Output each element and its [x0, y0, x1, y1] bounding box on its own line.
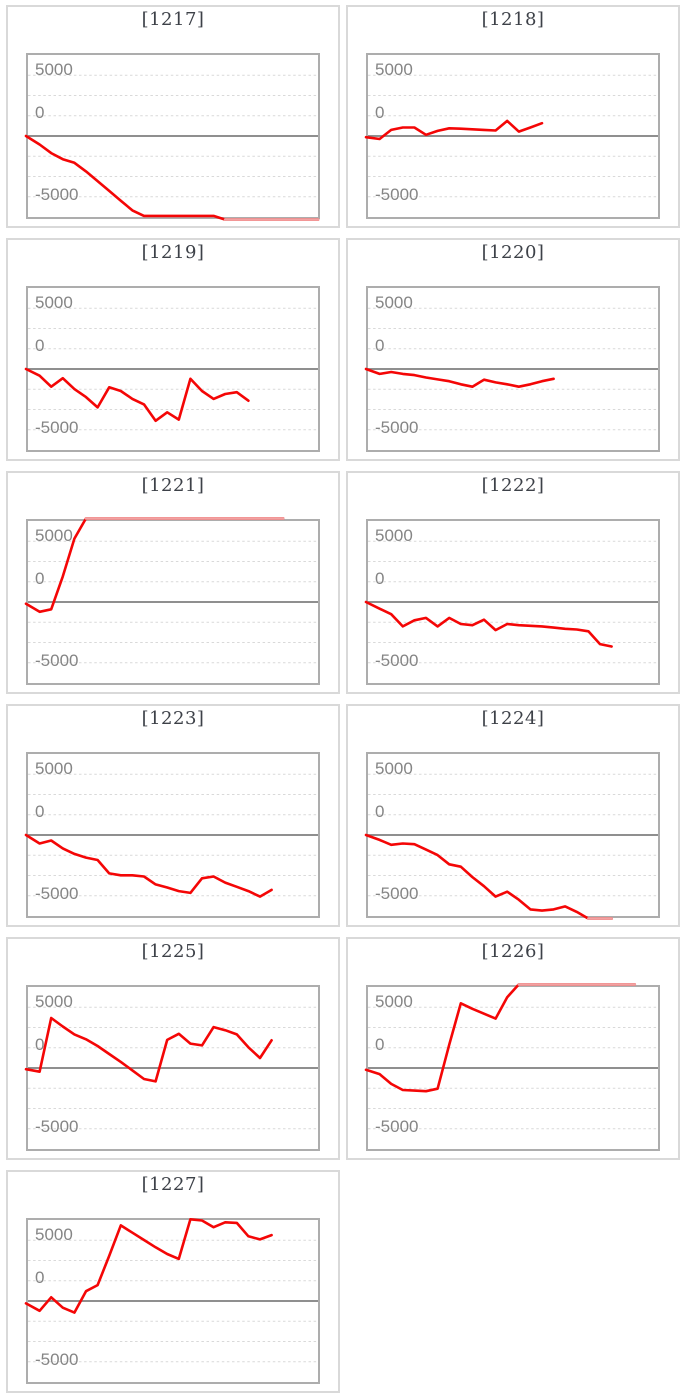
- y-axis-label-minus-5000: -5000: [375, 651, 419, 670]
- plot-area: 5000 0 -5000: [24, 1218, 320, 1384]
- chart-cell[interactable]: [1224] 5000 0 -5000: [346, 704, 680, 927]
- plot-area: 5000 0 -5000: [364, 983, 660, 1151]
- chart-title: [1224]: [481, 708, 545, 729]
- chart-title: [1220]: [481, 242, 545, 263]
- y-axis-label-5000: 5000: [375, 60, 413, 79]
- y-axis-label-0: 0: [375, 1035, 385, 1054]
- y-axis-label-5000: 5000: [375, 759, 413, 778]
- y-axis-label-minus-5000: -5000: [375, 884, 419, 903]
- chart-cell[interactable]: [1223] 5000 0 -5000: [6, 704, 340, 927]
- chart-cell[interactable]: [1222] 5000 0 -5000: [346, 471, 680, 694]
- y-axis-label-5000: 5000: [35, 992, 73, 1011]
- line-chart-svg: [24, 1218, 318, 1363]
- y-axis-label-5000: 5000: [35, 759, 73, 778]
- series-line: [364, 367, 555, 388]
- chart-title: [1218]: [481, 9, 545, 30]
- y-axis-label-0: 0: [375, 802, 385, 821]
- chart-cell[interactable]: [1227] 5000 0 -5000: [6, 1170, 340, 1393]
- chart-cell[interactable]: [1218] 5000 0 -5000: [346, 5, 680, 228]
- y-axis-label-5000: 5000: [35, 60, 73, 79]
- plot-area: 5000 0 -5000: [24, 752, 320, 918]
- series-line: [24, 1218, 273, 1314]
- y-axis-label-minus-5000: -5000: [35, 418, 79, 437]
- chart-cell[interactable]: [1221] 5000 0 -5000: [6, 471, 340, 694]
- chart-title: [1225]: [141, 941, 205, 962]
- chart-cell[interactable]: [1217] 5000 0 -5000: [6, 5, 340, 228]
- y-axis-label-5000: 5000: [375, 526, 413, 545]
- plot-area: 5000 0 -5000: [364, 519, 660, 685]
- plot-area: 5000 0 -5000: [24, 517, 320, 685]
- chart-title: [1226]: [481, 941, 545, 962]
- series-line: [364, 833, 613, 920]
- line-chart-svg: [24, 307, 318, 431]
- line-chart-svg: [24, 1006, 318, 1130]
- chart-cell[interactable]: [1219] 5000 0 -5000: [6, 238, 340, 461]
- y-axis-label-0: 0: [375, 569, 385, 588]
- chart-cell[interactable]: [1226] 5000 0 -5000: [346, 937, 680, 1160]
- line-chart-svg: [24, 517, 318, 664]
- y-axis-label-0: 0: [35, 1035, 45, 1054]
- line-chart-svg: [24, 74, 320, 221]
- y-axis-label-minus-5000: -5000: [375, 1117, 419, 1136]
- line-chart-svg: [24, 773, 318, 898]
- plot-area: 5000 0 -5000: [364, 752, 660, 920]
- plot-area: 5000 0 -5000: [24, 53, 320, 221]
- y-axis-label-minus-5000: -5000: [375, 418, 419, 437]
- plot-area: 5000 0 -5000: [364, 286, 660, 452]
- chart-title: [1219]: [141, 242, 205, 263]
- y-axis-label-0: 0: [35, 103, 45, 122]
- y-axis-label-5000: 5000: [375, 293, 413, 312]
- line-chart-svg: [364, 773, 658, 920]
- series-line: [24, 367, 250, 423]
- chart-title: [1227]: [141, 1174, 205, 1195]
- y-axis-label-0: 0: [35, 802, 45, 821]
- y-axis-label-5000: 5000: [375, 992, 413, 1011]
- y-axis-label-5000: 5000: [35, 526, 73, 545]
- y-axis-label-minus-5000: -5000: [35, 1117, 79, 1136]
- chart-title: [1222]: [481, 475, 545, 496]
- series-line: [364, 600, 613, 648]
- series-line: [24, 833, 273, 898]
- y-axis-label-0: 0: [35, 569, 45, 588]
- chart-title: [1221]: [141, 475, 205, 496]
- line-chart-svg: [364, 540, 658, 664]
- y-axis-label-0: 0: [35, 336, 45, 355]
- line-chart-svg: [364, 307, 658, 431]
- y-axis-label-minus-5000: -5000: [35, 651, 79, 670]
- y-axis-label-minus-5000: -5000: [35, 185, 79, 204]
- plot-area: 5000 0 -5000: [24, 286, 320, 452]
- y-axis-label-minus-5000: -5000: [35, 884, 79, 903]
- plot-area: 5000 0 -5000: [364, 53, 660, 219]
- y-axis-label-0: 0: [35, 1268, 45, 1287]
- y-axis-label-minus-5000: -5000: [375, 185, 419, 204]
- y-axis-label-5000: 5000: [35, 293, 73, 312]
- chart-title: [1217]: [141, 9, 205, 30]
- series-line: [364, 119, 544, 141]
- line-chart-svg: [364, 74, 658, 198]
- line-chart-svg: [364, 983, 658, 1130]
- series-line: [24, 1016, 273, 1083]
- chart-cell[interactable]: [1225] 5000 0 -5000: [6, 937, 340, 1160]
- y-axis-label-0: 0: [375, 336, 385, 355]
- y-axis-label-0: 0: [375, 103, 385, 122]
- y-axis-label-minus-5000: -5000: [35, 1350, 79, 1369]
- series-line: [24, 134, 320, 221]
- y-axis-label-5000: 5000: [35, 1225, 73, 1244]
- chart-cell[interactable]: [1220] 5000 0 -5000: [346, 238, 680, 461]
- chart-title: [1223]: [141, 708, 205, 729]
- plot-area: 5000 0 -5000: [24, 985, 320, 1151]
